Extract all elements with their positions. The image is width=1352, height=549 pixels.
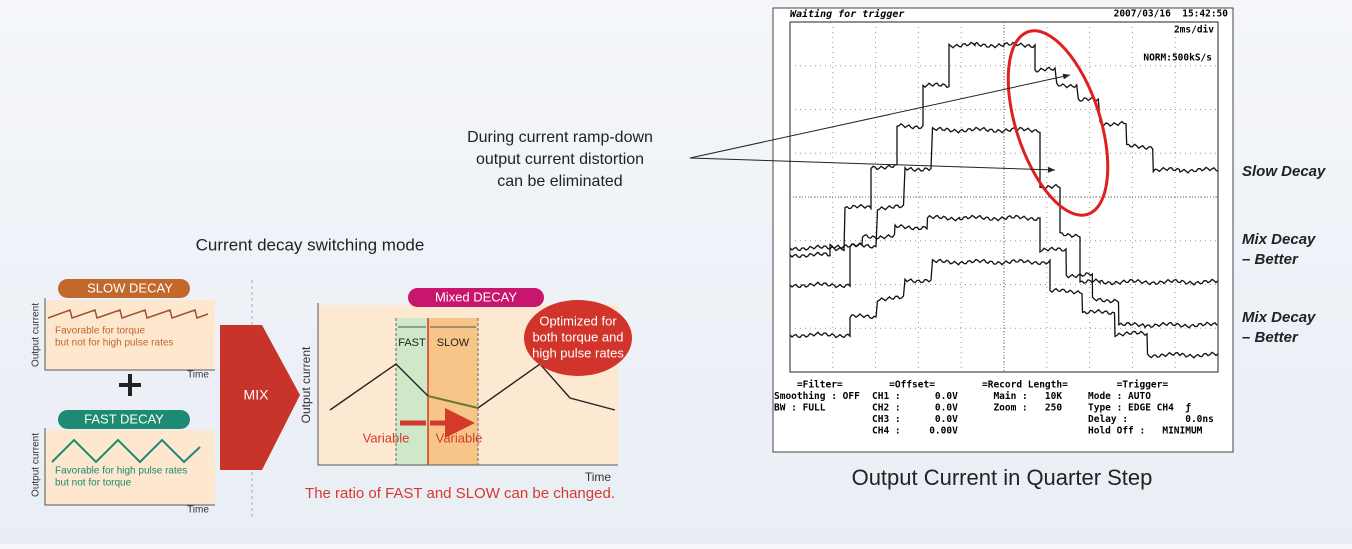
trace-label: – Better	[1242, 329, 1299, 346]
mixed-label: Mixed DECAY	[435, 289, 517, 304]
x-axis-label: Time	[187, 370, 209, 381]
scope-panel-text: Hold Off : MINIMUM	[1088, 426, 1203, 437]
scope-panel-text: CH1 : 0.0V	[872, 391, 958, 402]
annotation-text: During current ramp-down	[467, 129, 653, 146]
variable-label: Variable	[363, 430, 410, 445]
scope-panel-text: CH3 : 0.0V	[872, 414, 958, 425]
slow-label: SLOW DECAY	[87, 280, 173, 295]
annotation-text: output current distortion	[476, 151, 644, 168]
page: SLOW DECAY Output current Time FAST DECA…	[0, 0, 1352, 544]
slow-note: Favorable for torque	[55, 326, 145, 337]
scope-panel-text: =Offset=	[872, 380, 935, 391]
scope-panel-text: Zoom : 250	[982, 403, 1062, 414]
scope-panel-text: =Filter=	[774, 380, 843, 391]
scope-panel-text: =Trigger=	[1088, 380, 1168, 391]
fast-text: FAST	[398, 337, 426, 349]
scope-panel-text: =Record Length=	[982, 380, 1068, 391]
scope-caption: Output Current in Quarter Step	[852, 465, 1153, 490]
scope-datetime: 2007/03/16 15:42:50	[1114, 9, 1229, 20]
y-axis-label: Output current	[31, 303, 42, 367]
scope-panel-text: BW : FULL	[774, 403, 826, 414]
scope-panel-text: Mode : AUTO	[1088, 391, 1151, 402]
scope-rate: NORM:500kS/s	[1143, 53, 1212, 64]
plus	[119, 374, 141, 396]
callout-text: high pulse rates	[532, 345, 624, 360]
slow-note: but not for high pulse rates	[55, 338, 173, 349]
fast-label: FAST DECAY	[84, 411, 164, 426]
scope-panel-text: Delay : 0.0ns	[1088, 414, 1214, 425]
trace-label: – Better	[1242, 251, 1299, 268]
callout-text: both torque and	[532, 329, 623, 344]
y-axis-label: Output current	[299, 346, 313, 423]
scope-panel-text: Smoothing : OFF	[774, 391, 860, 402]
figure: SLOW DECAY Output current Time FAST DECA…	[0, 0, 1352, 544]
scope-panel-text: CH2 : 0.0V	[872, 403, 958, 414]
x-axis-label: Time	[187, 505, 209, 516]
scope-status: Waiting for trigger	[790, 8, 904, 20]
fast-note: but not for torque	[55, 478, 132, 489]
callout-text: Optimized for	[539, 313, 617, 328]
trace-label: Mix Decay	[1242, 309, 1316, 326]
scope-timebase: 2ms/div	[1174, 25, 1214, 36]
variable-label: Variable	[436, 430, 483, 445]
left-title: Current decay switching mode	[196, 235, 425, 254]
trace-label: Slow Decay	[1242, 163, 1326, 180]
scope-panel-text: Type : EDGE CH4 ƒ	[1088, 403, 1191, 414]
trace-label: Mix Decay	[1242, 231, 1316, 248]
y-axis-label: Output current	[31, 433, 42, 497]
x-axis-label: Time	[585, 470, 612, 484]
mix-label: MIX	[244, 387, 270, 403]
slow-text: SLOW	[437, 337, 470, 349]
annotation-text: can be eliminated	[497, 173, 622, 190]
fast-note: Favorable for high pulse rates	[55, 466, 187, 477]
scope-panel-text: Main : 10K	[982, 391, 1062, 402]
scope-panel-text: CH4 : 0.00V	[872, 426, 958, 437]
mixed-caption: The ratio of FAST and SLOW can be change…	[305, 485, 615, 502]
